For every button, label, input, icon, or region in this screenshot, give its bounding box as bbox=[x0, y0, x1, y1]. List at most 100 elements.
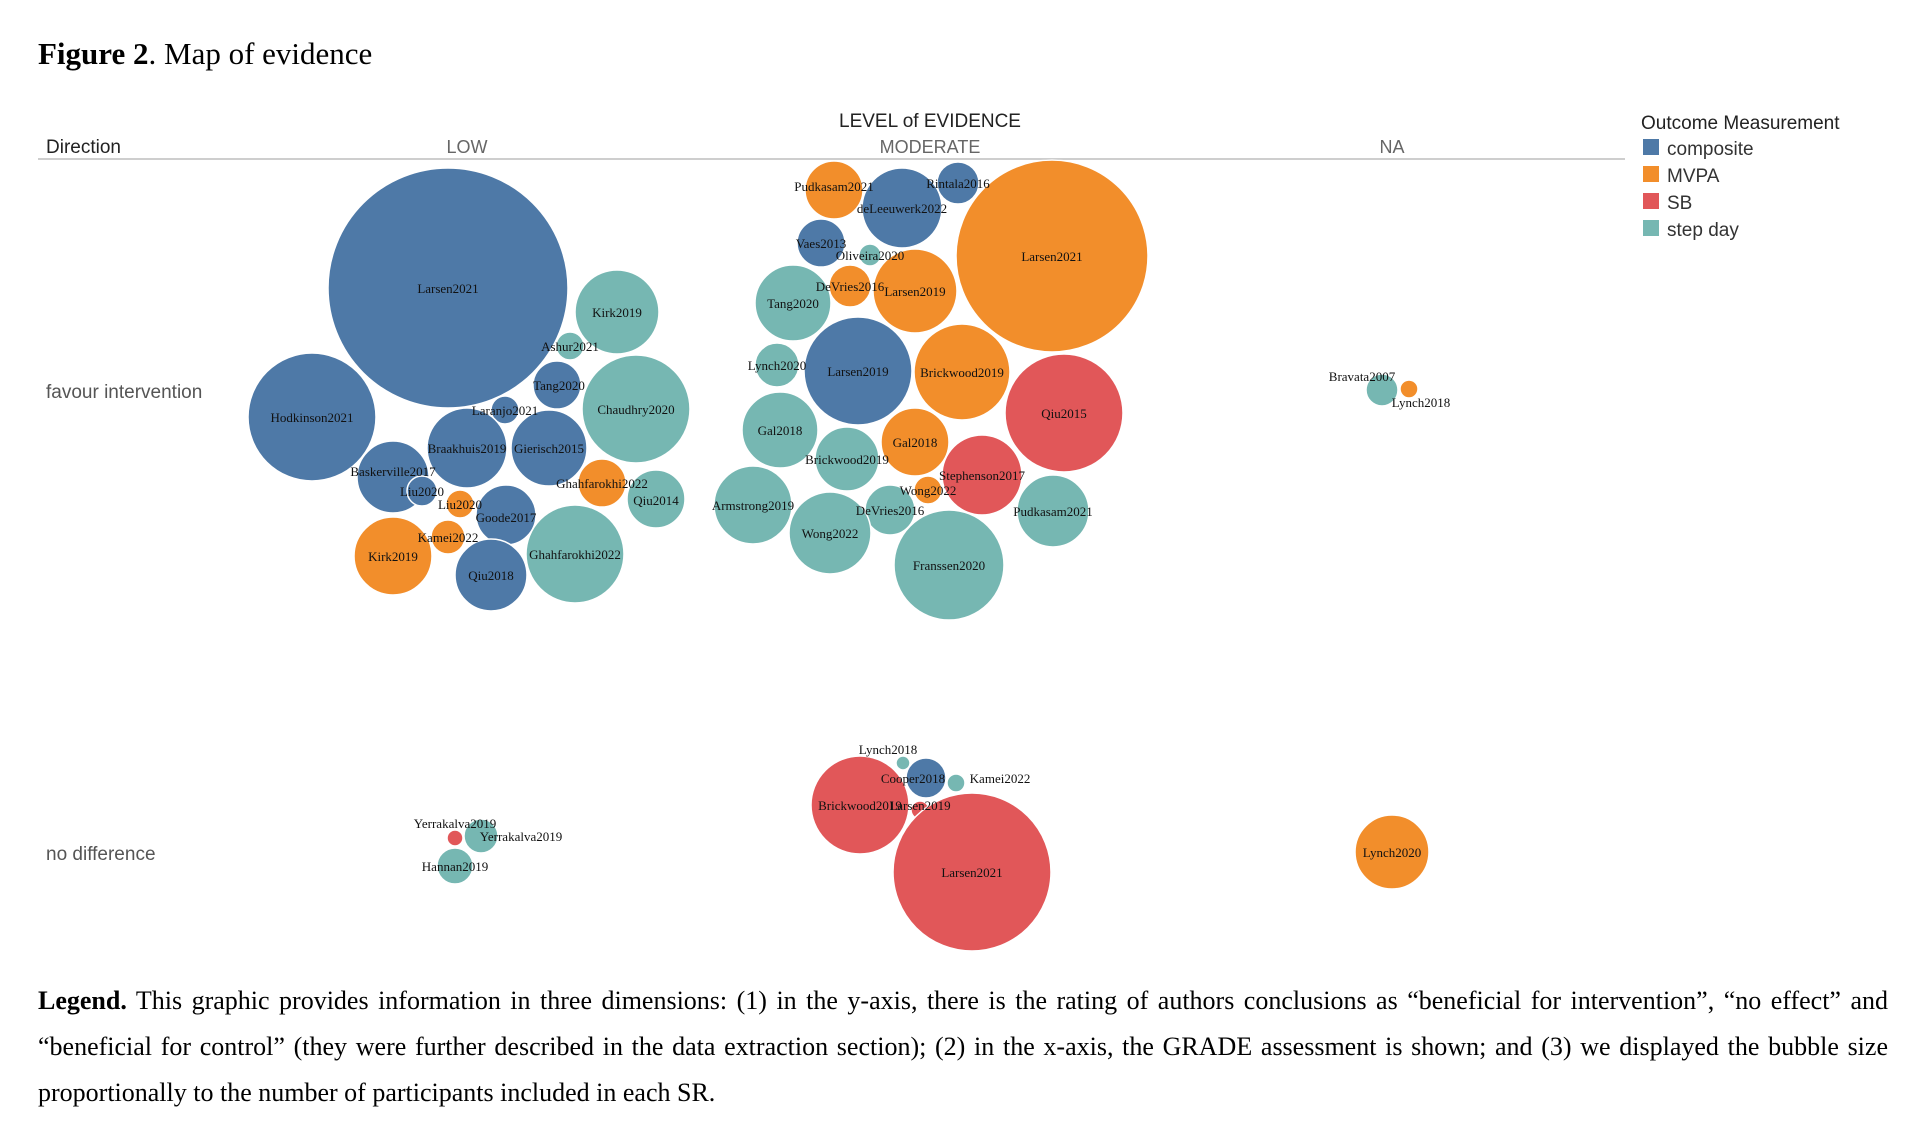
bubble-chart: LEVEL of EVIDENCE Direction LOW MODERATE… bbox=[38, 111, 1840, 952]
legend-swatch-step-day bbox=[1643, 220, 1659, 236]
bubble-kirk2019-step-day[interactable] bbox=[574, 269, 660, 355]
column-label-na: NA bbox=[1379, 137, 1404, 157]
bubble-label-larsen2019-sb: Larsen2019 bbox=[889, 798, 950, 813]
bubble-devries2016-step-day[interactable] bbox=[864, 484, 916, 536]
bubble-label-larsen2021-sb: Larsen2021 bbox=[941, 865, 1002, 880]
bubble-liu2020-composite[interactable] bbox=[406, 475, 438, 507]
legend-title: Outcome Measurement bbox=[1641, 113, 1840, 134]
legend-caption-text: This graphic provides information in thr… bbox=[38, 986, 1888, 1107]
column-label-low: LOW bbox=[446, 137, 487, 157]
bubble-label-chaudhry2020-step-day: Chaudhry2020 bbox=[597, 402, 674, 417]
bubble-deleeuwerk2022-composite[interactable] bbox=[861, 167, 943, 249]
bubble-yerrakalva2019-sb[interactable] bbox=[446, 829, 464, 847]
bubble-ghahfarokhi2022-step-day[interactable] bbox=[525, 504, 625, 604]
row-label-favour-intervention: favour intervention bbox=[46, 382, 202, 403]
bubble-label-lynch2018-step-day: Lynch2018 bbox=[859, 742, 918, 757]
bubble-larsen2021-sb[interactable] bbox=[892, 792, 1052, 952]
bubble-kamei2022-step-day[interactable] bbox=[946, 773, 966, 793]
bubble-larsen2021-mvpa[interactable] bbox=[955, 159, 1149, 353]
bubble-brickwood2019-step-day[interactable] bbox=[814, 426, 880, 492]
bubble-label-rintala2016-composite: Rintala2016 bbox=[926, 176, 990, 191]
figure-title: Figure 2. Map of evidence bbox=[38, 36, 372, 72]
bubble-larsen2019-composite[interactable] bbox=[803, 316, 913, 426]
bubble-ashur2021-step-day[interactable] bbox=[555, 331, 585, 361]
bubble-yerrakalva2019-step-day[interactable] bbox=[463, 818, 499, 854]
bubble-wong2022-mvpa[interactable] bbox=[913, 475, 943, 505]
bubble-lynch2018-step-day[interactable] bbox=[895, 755, 911, 771]
bubble-hannan2019-step-day[interactable] bbox=[436, 847, 474, 885]
bubble-label-franssen2020-step-day: Franssen2020 bbox=[913, 558, 985, 573]
bubble-label-kamei2022-step-day: Kamei2022 bbox=[970, 771, 1031, 786]
bubble-lynch2018-mvpa[interactable] bbox=[1399, 379, 1419, 399]
bubble-label-tang2020-composite: Tang2020 bbox=[533, 378, 585, 393]
bubble-bravata2007-step-day[interactable] bbox=[1365, 373, 1399, 407]
bubble-liu2020-mvpa[interactable] bbox=[445, 489, 475, 519]
bubble-label-brickwood2019-step-day: Brickwood2019 bbox=[805, 452, 889, 467]
bubble-label-devries2016-mvpa: DeVries2016 bbox=[816, 279, 885, 294]
bubble-pudkasam2021-step-day[interactable] bbox=[1016, 474, 1090, 548]
bubble-braakhuis2019-composite[interactable] bbox=[426, 407, 508, 489]
legend-swatch-composite bbox=[1643, 139, 1659, 155]
bubble-gierisch2015-composite[interactable] bbox=[510, 409, 588, 487]
bubble-kirk2019-mvpa[interactable] bbox=[353, 516, 433, 596]
bubble-label-yerrakalva2019-sb: Yerrakalva2019 bbox=[414, 816, 496, 831]
bubble-stephenson2017-sb[interactable] bbox=[941, 434, 1023, 516]
bubble-ghahfarokhi2022-mvpa[interactable] bbox=[577, 458, 627, 508]
bubble-rintala2016-composite[interactable] bbox=[936, 161, 980, 205]
bubble-label-larsen2019-mvpa: Larsen2019 bbox=[884, 284, 945, 299]
bubble-label-qiu2018-composite: Qiu2018 bbox=[468, 568, 514, 583]
bubble-qiu2015-sb[interactable] bbox=[1004, 353, 1124, 473]
bubble-brickwood2019-mvpa[interactable] bbox=[913, 323, 1011, 421]
bubble-oliveira2020-step-day[interactable] bbox=[858, 243, 882, 267]
bubble-label-qiu2015-sb: Qiu2015 bbox=[1041, 406, 1087, 421]
bubble-lynch2020-step-day[interactable] bbox=[754, 342, 800, 388]
bubble-label-wong2022-mvpa: Wong2022 bbox=[900, 483, 957, 498]
bubble-brickwood2019-sb[interactable] bbox=[810, 755, 910, 855]
bubble-qiu2018-composite[interactable] bbox=[454, 538, 528, 612]
bubble-label-lynch2020-mvpa: Lynch2020 bbox=[1363, 845, 1422, 860]
bubble-larsen2019-mvpa[interactable] bbox=[872, 248, 958, 334]
bubble-label-lynch2020-step-day: Lynch2020 bbox=[748, 358, 807, 373]
bubble-label-baskerville2017-composite: Baskerville2017 bbox=[350, 464, 436, 479]
bubble-label-brickwood2019-sb: Brickwood2019 bbox=[818, 798, 902, 813]
legend-caption: Legend. This graphic provides informatio… bbox=[38, 978, 1888, 1116]
bubble-label-larsen2021-mvpa: Larsen2021 bbox=[1021, 249, 1082, 264]
bubble-lynch2020-mvpa[interactable] bbox=[1354, 814, 1430, 890]
legend-label-step-day: step day bbox=[1667, 220, 1739, 241]
bubble-tang2020-composite[interactable] bbox=[532, 360, 582, 410]
bubble-armstrong2019-step-day[interactable] bbox=[713, 465, 793, 545]
bubble-label-goode2017-composite: Goode2017 bbox=[476, 510, 537, 525]
legend-label-mvpa: MVPA bbox=[1667, 166, 1720, 187]
bubble-chaudhry2020-step-day[interactable] bbox=[581, 354, 691, 464]
bubble-label-gal2018-step-day: Gal2018 bbox=[758, 423, 803, 438]
bubble-devries2016-mvpa[interactable] bbox=[828, 264, 872, 308]
bubble-label-kirk2019-step-day: Kirk2019 bbox=[592, 305, 642, 320]
bubble-larsen2021-composite[interactable] bbox=[327, 167, 569, 409]
bubble-cooper2018-composite[interactable] bbox=[905, 757, 947, 799]
bubble-hodkinson2021-composite[interactable] bbox=[247, 352, 377, 482]
bubble-label-deleeuwerk2022-composite: deLeeuwerk2022 bbox=[857, 201, 947, 216]
figure-label: Figure 2 bbox=[38, 36, 149, 71]
bubble-wong2022-step-day[interactable] bbox=[788, 491, 872, 575]
bubble-qiu2014-step-day[interactable] bbox=[626, 469, 686, 529]
bubble-gal2018-mvpa[interactable] bbox=[880, 407, 950, 477]
bubble-label-devries2016-step-day: DeVries2016 bbox=[856, 503, 925, 518]
bubble-label-liu2020-mvpa: Liu2020 bbox=[438, 497, 482, 512]
legend-label-composite: composite bbox=[1667, 139, 1754, 160]
legend-label-sb: SB bbox=[1667, 193, 1692, 214]
bubble-tang2020-step-day[interactable] bbox=[754, 264, 832, 342]
bubble-label-stephenson2017-sb: Stephenson2017 bbox=[939, 468, 1025, 483]
bubble-label-kamei2022-mvpa: Kamei2022 bbox=[418, 530, 479, 545]
bubble-gal2018-step-day[interactable] bbox=[741, 391, 819, 469]
bubble-label-hannan2019-step-day: Hannan2019 bbox=[422, 859, 488, 874]
bubble-vaes2013-composite[interactable] bbox=[796, 218, 846, 268]
bubble-label-armstrong2019-step-day: Armstrong2019 bbox=[712, 498, 794, 513]
bubble-pudkasam2021-mvpa[interactable] bbox=[804, 160, 864, 220]
bubble-label-gierisch2015-composite: Gierisch2015 bbox=[514, 441, 584, 456]
bubble-franssen2020-step-day[interactable] bbox=[893, 509, 1005, 621]
bubble-label-kirk2019-mvpa: Kirk2019 bbox=[368, 549, 418, 564]
bubble-kamei2022-mvpa[interactable] bbox=[430, 519, 466, 555]
bubble-label-pudkasam2021-mvpa: Pudkasam2021 bbox=[794, 179, 873, 194]
bubble-laranjo2021-composite[interactable] bbox=[490, 395, 520, 425]
legend-swatch-sb bbox=[1643, 193, 1659, 209]
